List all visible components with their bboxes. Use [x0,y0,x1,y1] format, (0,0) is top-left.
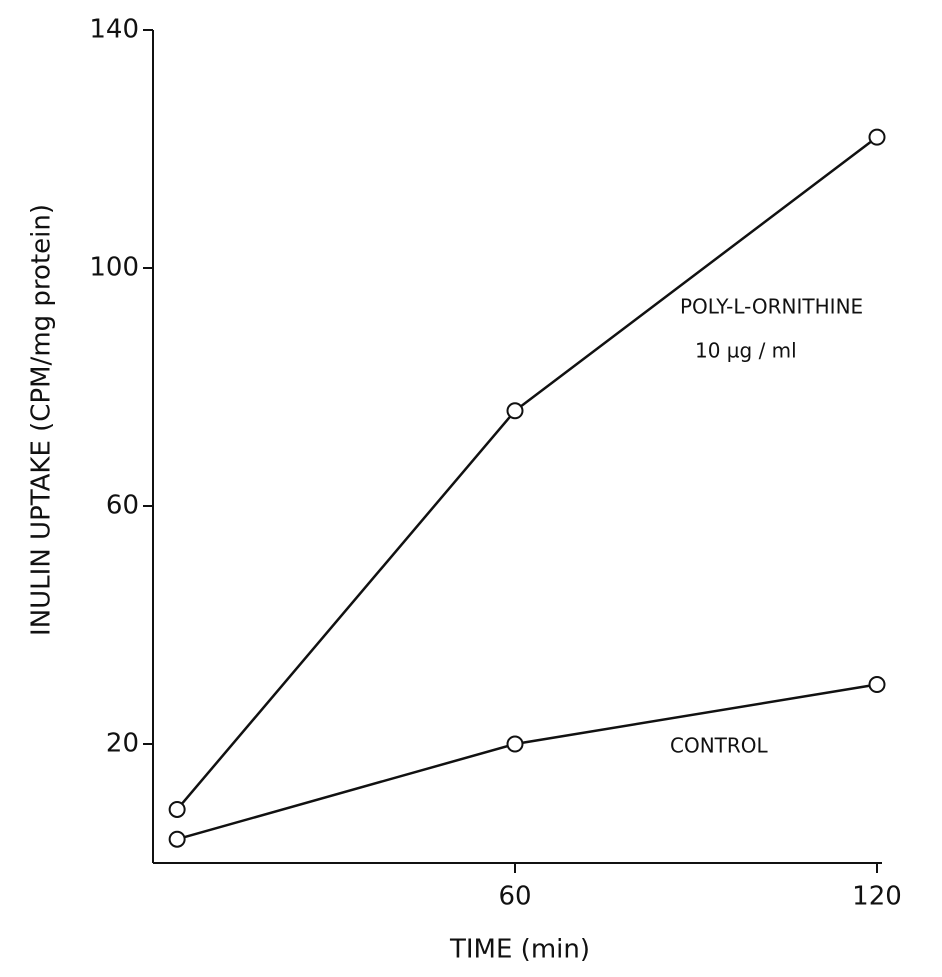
data-point [868,676,886,693]
y-axis-label: INULIN UPTAKE (CPM/mg protein) [27,204,57,636]
x-tick-label: 60 [498,882,531,912]
data-point [506,402,524,420]
y-tick-label: 140 [89,15,139,45]
y-tick-label: 100 [89,253,139,283]
data-point [168,800,186,818]
series-line [176,136,878,811]
series-line [176,683,878,841]
series-label: POLY-L-ORNITHINE [680,295,863,319]
series-label: CONTROL [670,734,769,758]
y-tick-label: 60 [106,491,139,521]
data-point [168,830,186,848]
x-tick-label: 120 [852,882,902,912]
annotation: 10 µg / ml [695,339,797,363]
data-point [868,128,886,146]
data-point [506,735,524,753]
x-axis-label: TIME (min) [449,935,590,965]
y-tick-label: 20 [106,729,139,759]
